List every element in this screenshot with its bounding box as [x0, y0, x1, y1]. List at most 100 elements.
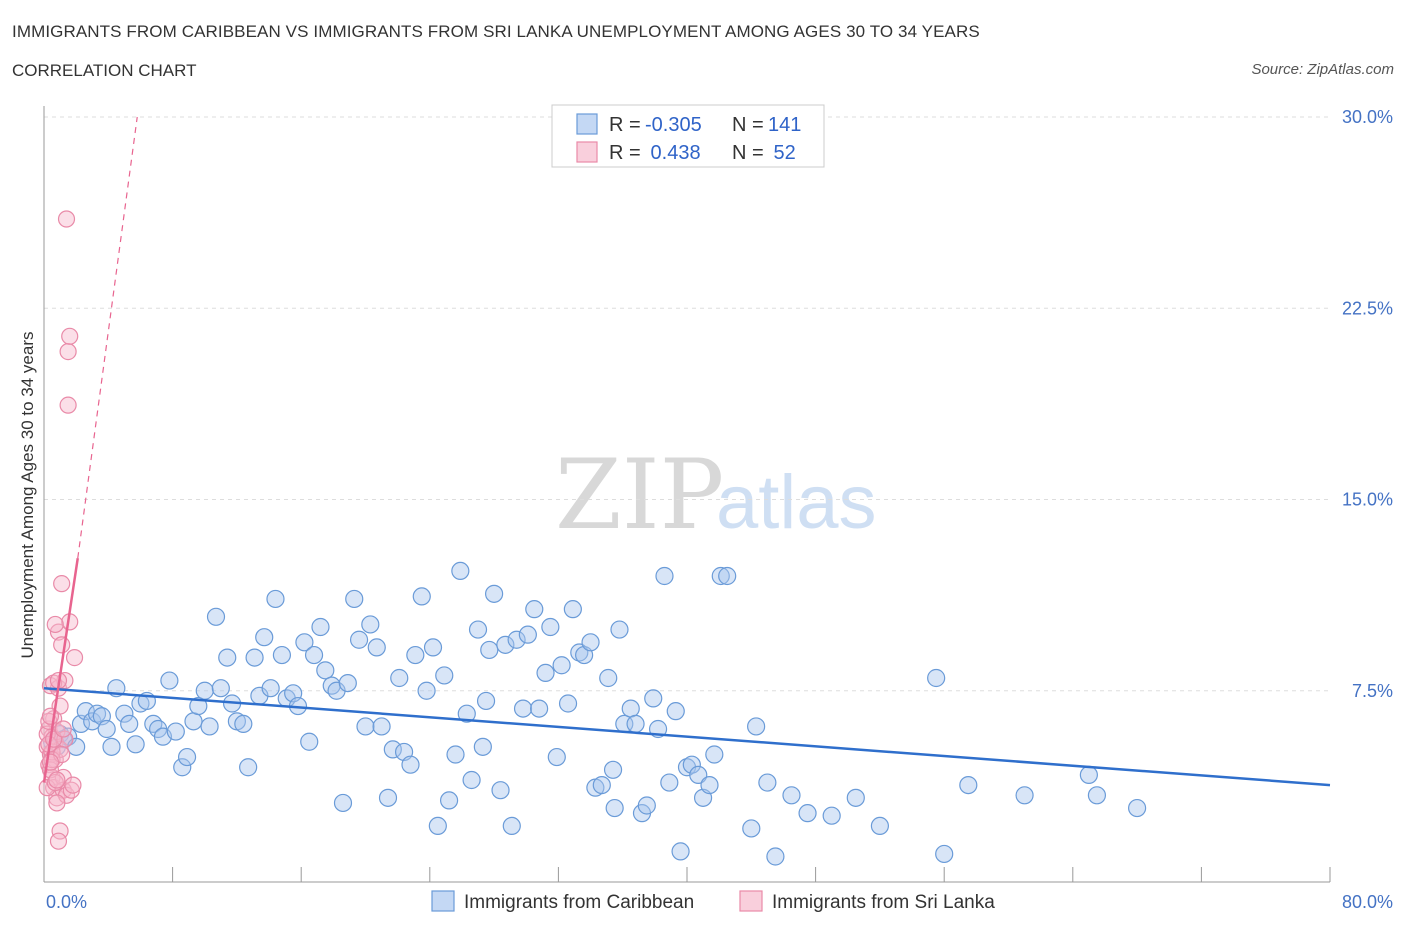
caribbean-point [621, 699, 640, 718]
legend-n-label-caribbean: N = [732, 114, 764, 136]
caribbean-point [446, 745, 465, 764]
caribbean-point [333, 793, 353, 813]
series-legend: Immigrants from Caribbean Immigrants fro… [431, 890, 995, 913]
caribbean-point [266, 589, 285, 609]
caribbean-point [705, 745, 724, 764]
caribbean-point [338, 673, 357, 693]
caribbean-point [682, 755, 701, 774]
caribbean-point [513, 699, 533, 718]
caribbean-point [1015, 786, 1034, 805]
caribbean-point [428, 816, 447, 836]
caribbean-point [435, 666, 454, 685]
caribbean-point [637, 796, 656, 815]
caribbean-point [599, 668, 618, 688]
caribbean-point [195, 681, 214, 700]
y-axis-label: Unemployment Among Ages 30 to 34 years [18, 332, 37, 659]
caribbean-point [530, 699, 549, 718]
caribbean-point [473, 737, 492, 756]
srilanka-trend-extension [77, 116, 138, 559]
caribbean-point [401, 755, 420, 774]
caribbean-point [367, 638, 386, 657]
bottom-legend-label-srilanka: Immigrants from Sri Lanka [772, 892, 995, 913]
y-tick-label: 15.0% [1342, 490, 1393, 510]
caribbean-point [311, 617, 330, 637]
caribbean-point [390, 668, 409, 688]
caribbean-point [1079, 765, 1098, 785]
caribbean-point [144, 714, 163, 734]
caribbean-point [491, 781, 510, 800]
caribbean-point [87, 704, 107, 723]
caribbean-point [255, 628, 274, 647]
x-tick-label-max: 80.0% [1342, 892, 1393, 912]
x-tick-marks [172, 867, 1331, 882]
caribbean-point [742, 819, 761, 838]
caribbean-point [120, 714, 139, 734]
caribbean-point [822, 806, 841, 825]
caribbean-point [218, 648, 237, 667]
srilanka-point [53, 575, 71, 593]
caribbean-point [245, 648, 264, 667]
caribbean-point [700, 775, 719, 795]
srilanka-point [48, 794, 66, 812]
legend-n-value-srilanka: 52 [768, 142, 796, 164]
caribbean-point [378, 788, 398, 807]
srilanka-point [41, 753, 60, 771]
srilanka-point [53, 636, 71, 654]
legend-n-value-caribbean: 141 [768, 114, 801, 136]
watermark-atlas: atlas [716, 460, 877, 545]
caribbean-point [660, 773, 679, 792]
caribbean-point [747, 717, 766, 736]
caribbean-point [671, 842, 690, 861]
caribbean-point [115, 704, 134, 723]
caribbean-point [439, 791, 459, 810]
caribbean-trend-line [43, 686, 1331, 787]
y-tick-label: 7.5% [1352, 681, 1393, 701]
caribbean-point [935, 844, 954, 864]
caribbean-point [211, 679, 230, 698]
caribbean-point [173, 758, 192, 777]
watermark-zip: ZIP [555, 439, 724, 551]
bottom-legend-swatch-srilanka [739, 890, 763, 912]
caribbean-point [605, 798, 624, 818]
caribbean-point [356, 717, 375, 736]
srilanka-point [49, 832, 68, 850]
legend-r-label-srilanka: R = [609, 142, 641, 164]
caribbean-point [345, 589, 364, 609]
caribbean-point [239, 758, 258, 777]
legend-swatch-caribbean [576, 113, 598, 135]
caribbean-point [300, 732, 319, 751]
caribbean-point [758, 773, 777, 792]
srilanka-point [46, 615, 64, 634]
caribbean-point [502, 816, 521, 836]
caribbean-point [563, 600, 582, 619]
srilanka-trend-line [42, 557, 79, 783]
caribbean-point [558, 694, 578, 713]
caribbean-point [457, 704, 476, 723]
caribbean-point [610, 620, 629, 639]
chart-subtitle: CORRELATION CHART [12, 61, 197, 80]
srilanka-point [64, 776, 82, 794]
legend-swatch-srilanka [576, 141, 598, 163]
caribbean-point [468, 620, 488, 639]
caribbean-point [261, 679, 280, 698]
caribbean-point [200, 717, 219, 736]
caribbean-point [272, 645, 292, 665]
legend-r-value-caribbean: -0.305 [645, 114, 702, 136]
caribbean-point [485, 584, 504, 603]
caribbean-point [412, 587, 431, 606]
caribbean-point [126, 735, 145, 754]
srilanka-point [59, 343, 77, 361]
srilanka-point [57, 210, 76, 228]
caribbean-point [372, 717, 391, 736]
caribbean-point [536, 663, 555, 683]
caribbean-point [547, 747, 566, 767]
caribbean-point [160, 671, 179, 690]
x-tick-label-min: 0.0% [46, 892, 87, 912]
correlation-legend: R = -0.305 N = 141 R = 0.438 N = 52 [551, 104, 825, 168]
caribbean-point [711, 566, 730, 586]
caribbean-point [592, 775, 611, 795]
caribbean-point [518, 625, 537, 644]
series-caribbean-points [42, 561, 1147, 866]
bottom-legend-swatch-caribbean [431, 890, 455, 912]
